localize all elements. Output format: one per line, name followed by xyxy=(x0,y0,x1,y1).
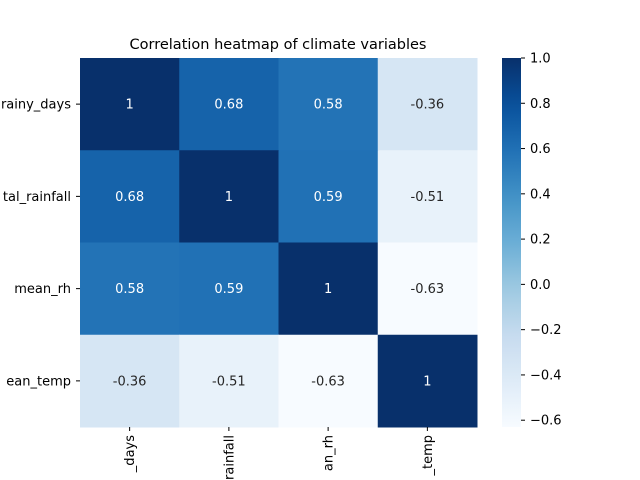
colorbar-tick-label: 0.6 xyxy=(530,142,551,157)
y-tick-label: mean_rh xyxy=(14,282,71,297)
y-tick-label: rainy_days xyxy=(1,98,71,113)
colorbar-tick-label: −0.6 xyxy=(530,414,562,429)
chart-title: Correlation heatmap of climate variables xyxy=(130,37,427,53)
cell-annotation: 1 xyxy=(225,190,233,205)
x-tick-label: _days xyxy=(123,435,138,473)
heatmap-cell xyxy=(377,242,478,336)
cell-annotation: -0.36 xyxy=(113,374,147,389)
heatmap-cell xyxy=(80,150,180,243)
heatmap-cell xyxy=(179,58,279,151)
heatmap-cell xyxy=(278,150,379,243)
x-axis: _days rainfall an_rh _temp xyxy=(123,427,436,480)
y-axis: rainy_days tal_rainfall mean_rh ean_temp xyxy=(1,98,80,389)
heatmap-cell xyxy=(377,58,478,151)
x-tick-label: an_rh xyxy=(322,435,337,471)
cell-annotation: 1 xyxy=(324,282,332,297)
heatmap-cell xyxy=(377,334,478,428)
cell-annotation: 0.58 xyxy=(115,282,144,297)
heatmap-cell xyxy=(377,150,478,243)
cell-annotation: -0.51 xyxy=(212,374,246,389)
colorbar-tick-label: 0.0 xyxy=(530,278,551,293)
colorbar-tick-label: 0.2 xyxy=(530,233,551,248)
colorbar-tick-label: 0.4 xyxy=(530,187,551,202)
colorbar-tick-label: 1.0 xyxy=(530,52,551,67)
colorbar-tick-label: 0.8 xyxy=(530,97,551,112)
x-tick-label: _temp xyxy=(421,435,436,477)
cell-annotation: -0.36 xyxy=(411,98,445,113)
heatmap-cell xyxy=(80,242,180,336)
heatmap-cell xyxy=(179,334,279,428)
colorbar-tick-label: −0.4 xyxy=(530,368,562,383)
colorbar-tick-label: −0.2 xyxy=(530,323,562,338)
cell-annotation: 1 xyxy=(125,98,133,113)
cell-annotation: 0.59 xyxy=(214,282,243,297)
y-tick-label: tal_rainfall xyxy=(3,190,71,205)
heatmap-cell xyxy=(278,58,379,151)
cell-annotation: -0.63 xyxy=(411,282,445,297)
cell-annotation: 0.58 xyxy=(314,98,343,113)
heatmap-cell xyxy=(80,58,180,151)
colorbar xyxy=(502,58,521,427)
x-tick-label: rainfall xyxy=(222,435,237,480)
cell-annotation: 0.68 xyxy=(115,190,144,205)
cell-annotation: 0.68 xyxy=(214,98,243,113)
cell-annotation: -0.51 xyxy=(411,190,445,205)
cell-annotation: -0.63 xyxy=(311,374,345,389)
y-tick-label: ean_temp xyxy=(6,374,71,389)
heatmap-cell xyxy=(278,334,379,428)
colorbar-axis: −0.6 −0.4 −0.2 0.0 0.2 0.4 0.6 0.8 1.0 xyxy=(521,52,562,429)
cell-annotation: 1 xyxy=(423,374,431,389)
heatmap-cell xyxy=(80,334,180,428)
heatmap-cell xyxy=(179,150,279,243)
heatmap-cell xyxy=(278,242,379,336)
cell-annotation: 0.59 xyxy=(314,190,343,205)
heatmap-cell xyxy=(179,242,279,336)
heatmap-cells: 1 0.68 0.58 -0.36 0.68 1 0.59 -0.51 0.58 0.59 1 -0.… xyxy=(80,58,478,428)
